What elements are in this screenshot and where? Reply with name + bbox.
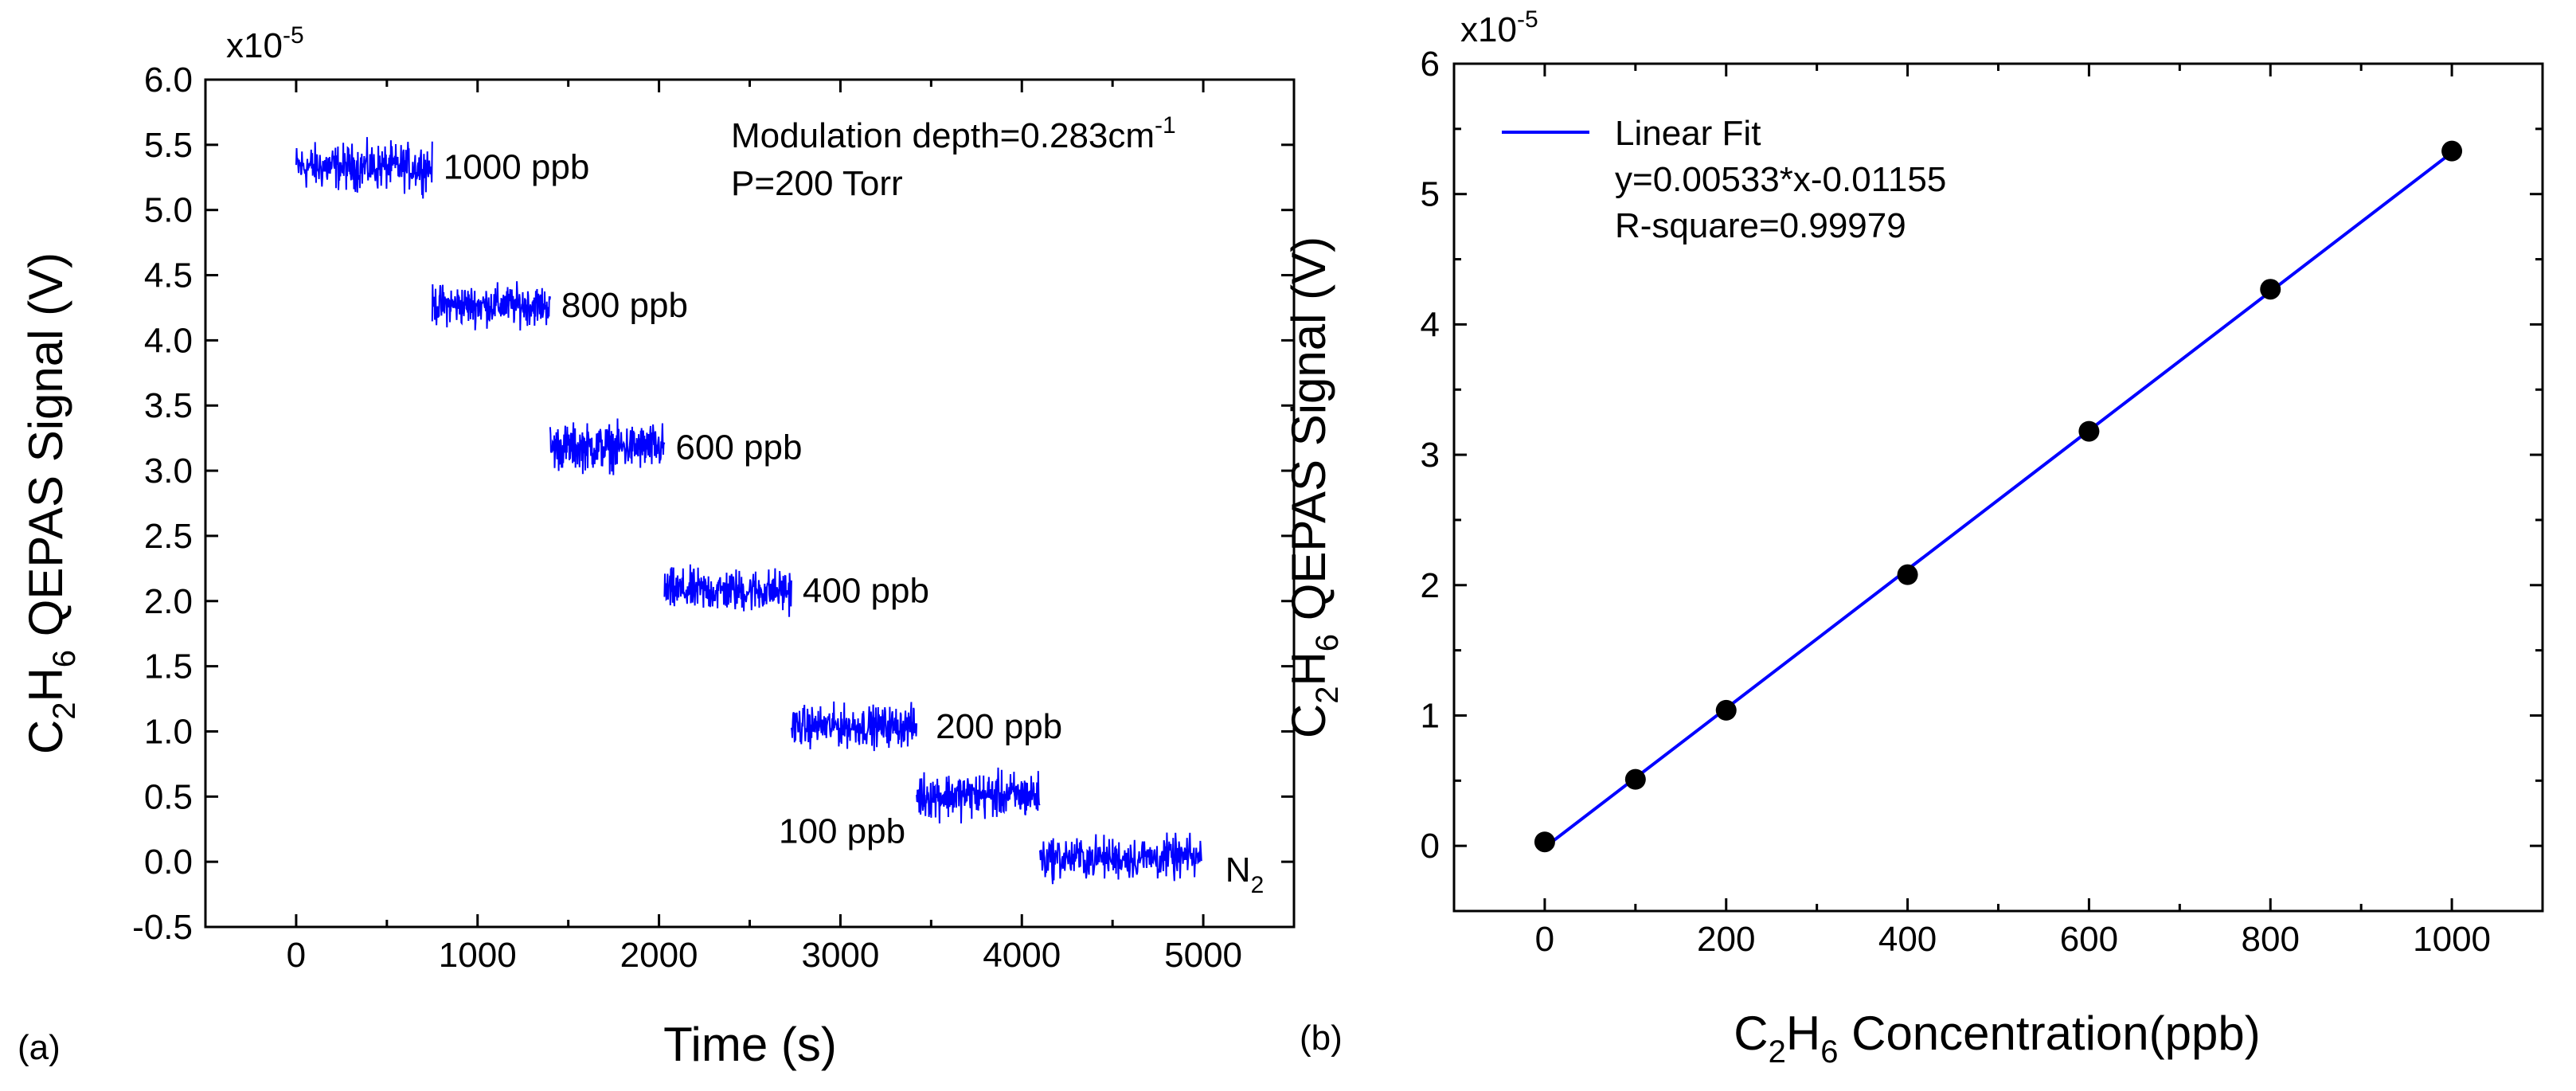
panel-a-segment-trace [549,418,666,475]
panel-b-y-tick-label: 6 [1421,45,1440,84]
panel-b-data-point [2078,420,2100,442]
panel-b-legend-r-square: R-square=0.99979 [1615,206,1906,245]
panel-a-y-axis-title: C2H6 QEPAS Signal (V) [19,252,82,754]
panel-b-x-tick-label: 400 [1878,920,1937,959]
panel-a-y-tick-label: 2.5 [144,517,193,556]
panel-b-data-point [2441,140,2463,162]
panel-b-legend-label: Linear Fit [1615,114,1761,153]
panel-b-fit [1543,151,2453,849]
panel-b-ticks: 0 200 400 600 800 1000 0 1 2 3 4 5 6 [1421,45,2544,959]
panel-b-y-tick-label: 1 [1421,696,1440,735]
panel-a-y-tick-label: 5.0 [144,191,193,230]
panel-b-data-point [1624,768,1646,790]
panel-b-data-point [1715,699,1737,721]
panel-a-y-tick-label: -0.5 [132,908,193,947]
panel-a-annotation-pressure: P=200 Torr [731,164,903,203]
panel-b-data-point [2260,279,2281,300]
panel-a-x-tick-label: 0 [287,936,306,975]
panel-a-x-tick-label: 4000 [983,936,1061,975]
panel-b-y-tick-label: 3 [1421,436,1440,475]
panel-b-points [1534,140,2463,853]
panel-b-y-tick-label: 4 [1421,305,1440,344]
panel-b-y-axis-title: C2H6 QEPAS Signal (V) [1282,237,1345,738]
panel-a-y-tick-label: 1.5 [144,647,193,686]
panel-a-segment-trace [663,564,792,617]
panel-a-segment-label: 800 ppb [561,286,688,325]
panel-b-y-tick-label: 2 [1421,566,1440,605]
panel-b-x-tick-label: 200 [1697,920,1755,959]
panel-b-label: (b) [1300,1019,1343,1058]
panel-b-y-multiplier: x10-5 [1460,6,1538,49]
panel-a-y-tick-label: 3.0 [144,452,193,491]
panel-a-segment-label: 200 ppb [936,707,1062,746]
panel-a-segment-label: 100 ppb [779,812,905,851]
panel-a-ticks: 0 1000 2000 3000 4000 5000 -0.5 0.0 0.5 1.0 1.5 2.0… [132,61,1296,975]
panel-b-legend-equation: y=0.00533*x-0.01155 [1615,160,1946,199]
panel-a-y-tick-label: 2.0 [144,582,193,621]
panel-a-segment-trace [790,701,918,752]
panel-a-segment-trace [431,281,551,331]
panel-a-y-tick-label: 6.0 [144,61,193,100]
panel-a-x-tick-label: 5000 [1164,936,1242,975]
panel-a-x-axis-title: Time (s) [663,1018,837,1071]
panel-a-y-tick-label: 4.0 [144,321,193,360]
panel-b-y-tick-label: 0 [1421,827,1440,866]
panel-a-y-tick-label: 3.5 [144,386,193,425]
panel-a-y-tick-label: 0.5 [144,777,193,816]
panel-a-y-multiplier: x10-5 [226,22,304,65]
panel-a-x-tick-label: 2000 [620,936,698,975]
panel-a-segment-label: 1000 ppb [444,148,590,187]
panel-a-label: (a) [18,1028,61,1067]
panel-a-annotation-modulation: Modulation depth=0.283cm-1 [731,112,1176,155]
panel-b-y-tick-label: 5 [1421,175,1440,214]
panel-a-y-tick-label: 5.5 [144,126,193,165]
panel-a-segment-trace [295,137,433,199]
panel-b-x-tick-label: 800 [2242,920,2300,959]
panel-a-segment-trace [1039,832,1202,885]
panel-b-x-axis-title: C2H6 Concentration(ppb) [1734,1007,2261,1069]
panel-b: x10-5 C2H6 QEPAS Signal (V) C2H6 Concent… [1282,6,2544,1069]
panel-a-segment-labels: 1000 ppb 800 ppb 600 ppb 400 ppb 200 ppb 100 … [444,148,1264,899]
panel-a-y-tick-label: 4.5 [144,256,193,295]
panel-a-x-tick-label: 3000 [801,936,879,975]
panel-b-x-tick-label: 1000 [2413,920,2491,959]
panel-b-data-point [1534,831,1555,853]
panel-a: x10-5 C2H6 QEPAS Signal (V) Time (s) (a)… [18,22,1296,1071]
panel-a-segment-trace [916,767,1041,824]
panel-a-segment-label: 400 ppb [803,572,929,611]
panel-b-data-point [1897,564,1918,585]
panel-a-series [295,137,1202,885]
panel-b-fit-line [1543,151,2453,849]
panel-a-plot-frame [204,78,1296,929]
panel-b-x-tick-label: 600 [2060,920,2118,959]
panel-a-segment-label: N2 [1225,851,1264,898]
panel-a-y-tick-label: 1.0 [144,712,193,751]
panel-b-x-tick-label: 0 [1535,920,1554,959]
panel-a-segment-label: 600 ppb [675,428,802,467]
panel-a-y-tick-label: 0.0 [144,843,193,882]
panel-a-x-tick-label: 1000 [439,936,517,975]
